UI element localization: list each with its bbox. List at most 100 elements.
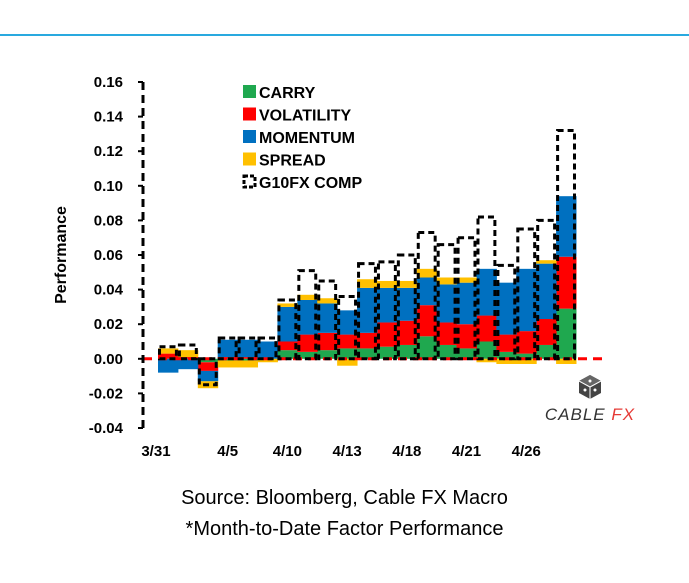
comp-outline-bar bbox=[317, 279, 338, 361]
bar-momentum bbox=[158, 358, 179, 373]
cube-logo-icon bbox=[578, 375, 602, 399]
bar-spread bbox=[556, 358, 577, 364]
bar-volatility bbox=[297, 334, 318, 352]
comp-outline-bar bbox=[277, 298, 298, 361]
bar-spread bbox=[536, 260, 557, 264]
x-tick-label: 4/21 bbox=[452, 443, 481, 460]
comp-outline-bar bbox=[177, 343, 198, 361]
bar-carry bbox=[197, 358, 219, 363]
bar-volatility bbox=[357, 332, 378, 349]
bar-carry bbox=[536, 344, 557, 359]
cable-fx-logo: CABLE FX bbox=[540, 374, 640, 425]
factor-performance-chart: 0.16 0.14 0.12 0.10 0.08 0.06 0.04 0.02 0.00 -0.0… bbox=[53, 74, 606, 460]
y-tick-label: 0.00 bbox=[94, 351, 123, 368]
bar-spread bbox=[277, 303, 298, 307]
bar-carry bbox=[476, 341, 497, 359]
bar-carry bbox=[496, 351, 517, 359]
bar-momentum bbox=[416, 277, 438, 306]
x-tick-label: 3/31 bbox=[141, 443, 170, 460]
bar-spread bbox=[357, 279, 378, 288]
source-note: Source: Bloomberg, Cable FX Macro bbox=[181, 487, 508, 509]
y-tick-label: 0.12 bbox=[94, 143, 123, 160]
comp-outline-bar bbox=[496, 263, 517, 361]
comp-outline-bar bbox=[297, 269, 318, 361]
comp-outline-bar bbox=[197, 357, 218, 387]
y-tick-label: 0.06 bbox=[94, 247, 123, 264]
bar-carry bbox=[416, 336, 438, 359]
bar-spread bbox=[436, 277, 458, 285]
top-divider bbox=[0, 34, 689, 36]
footnote: *Month-to-Date Factor Performance bbox=[185, 518, 504, 540]
bar-carry bbox=[456, 348, 477, 359]
bar-momentum bbox=[436, 284, 458, 323]
y-tick-label: 0.10 bbox=[94, 178, 123, 195]
bar-volatility bbox=[376, 322, 398, 347]
y-tick-label: -0.04 bbox=[89, 420, 124, 437]
x-tick-label: 4/5 bbox=[217, 443, 238, 460]
bar-carry bbox=[297, 351, 318, 359]
y-tick-label: 0.16 bbox=[94, 74, 123, 91]
bar-spread bbox=[376, 280, 398, 288]
bar-momentum bbox=[536, 263, 557, 320]
bar-momentum bbox=[197, 370, 219, 382]
y-tick-label: 0.04 bbox=[94, 282, 124, 299]
x-tick-label: 4/18 bbox=[392, 443, 421, 460]
logo-text: CABLE FX bbox=[540, 405, 640, 425]
comp-outline-bar bbox=[456, 236, 477, 361]
bar-momentum bbox=[516, 268, 537, 332]
legend-label: CARRY bbox=[259, 85, 316, 102]
logo-text-cable: CABLE bbox=[544, 405, 606, 424]
bar-spread bbox=[257, 358, 278, 363]
bar-spread bbox=[317, 298, 338, 304]
bar-volatility bbox=[456, 324, 477, 349]
legend-swatch-carry bbox=[243, 85, 256, 98]
bar-momentum bbox=[177, 358, 199, 370]
bar-volatility bbox=[158, 353, 179, 359]
x-tick-label: 4/26 bbox=[512, 443, 541, 460]
bar-momentum bbox=[277, 306, 298, 342]
bar-momentum bbox=[496, 282, 517, 335]
bar-volatility bbox=[396, 320, 418, 345]
bar-carry bbox=[277, 350, 298, 359]
y-axis-title: Performance bbox=[53, 206, 70, 304]
bar-spread bbox=[396, 280, 418, 288]
comp-outline-bar bbox=[158, 345, 178, 361]
bar-carry bbox=[357, 348, 378, 359]
bar-spread bbox=[496, 358, 517, 364]
comp-outline-bar bbox=[237, 336, 258, 361]
bar-volatility bbox=[516, 331, 537, 354]
comp-outline-bar bbox=[217, 336, 238, 361]
bar-momentum bbox=[337, 310, 358, 335]
legend-swatch-momentum bbox=[243, 130, 256, 143]
bar-volatility bbox=[317, 332, 338, 351]
legend-swatch-comp bbox=[242, 174, 257, 189]
bar-volatility bbox=[496, 334, 517, 352]
bar-volatility bbox=[337, 334, 358, 349]
bar-volatility bbox=[476, 315, 497, 342]
comp-outline-bar bbox=[357, 262, 377, 361]
comp-outline-bar bbox=[416, 231, 437, 361]
bar-momentum bbox=[476, 268, 497, 316]
bar-momentum bbox=[456, 282, 477, 325]
bar-spread bbox=[177, 350, 199, 358]
bar-volatility bbox=[556, 256, 577, 309]
bar-momentum bbox=[357, 287, 378, 333]
y-tick-label: -0.02 bbox=[89, 385, 123, 402]
comp-outline-bar bbox=[516, 227, 537, 361]
x-tick-label: 4/13 bbox=[332, 443, 361, 460]
comp-outline-bar bbox=[536, 218, 557, 361]
bar-spread bbox=[416, 268, 438, 278]
bar-carry bbox=[556, 308, 577, 359]
bar-spread bbox=[476, 358, 497, 363]
bar-carry bbox=[317, 350, 338, 359]
bar-momentum bbox=[297, 299, 318, 335]
bar-carry bbox=[337, 348, 358, 359]
bar-spread bbox=[217, 360, 239, 368]
comp-outline-bar bbox=[556, 128, 576, 361]
bar-carry bbox=[516, 353, 537, 359]
logo-text-fx: FX bbox=[611, 405, 636, 424]
legend-label: VOLATILITY bbox=[259, 108, 351, 125]
bar-momentum bbox=[396, 287, 418, 321]
bar-spread bbox=[158, 348, 179, 354]
bar-spread bbox=[456, 277, 477, 283]
